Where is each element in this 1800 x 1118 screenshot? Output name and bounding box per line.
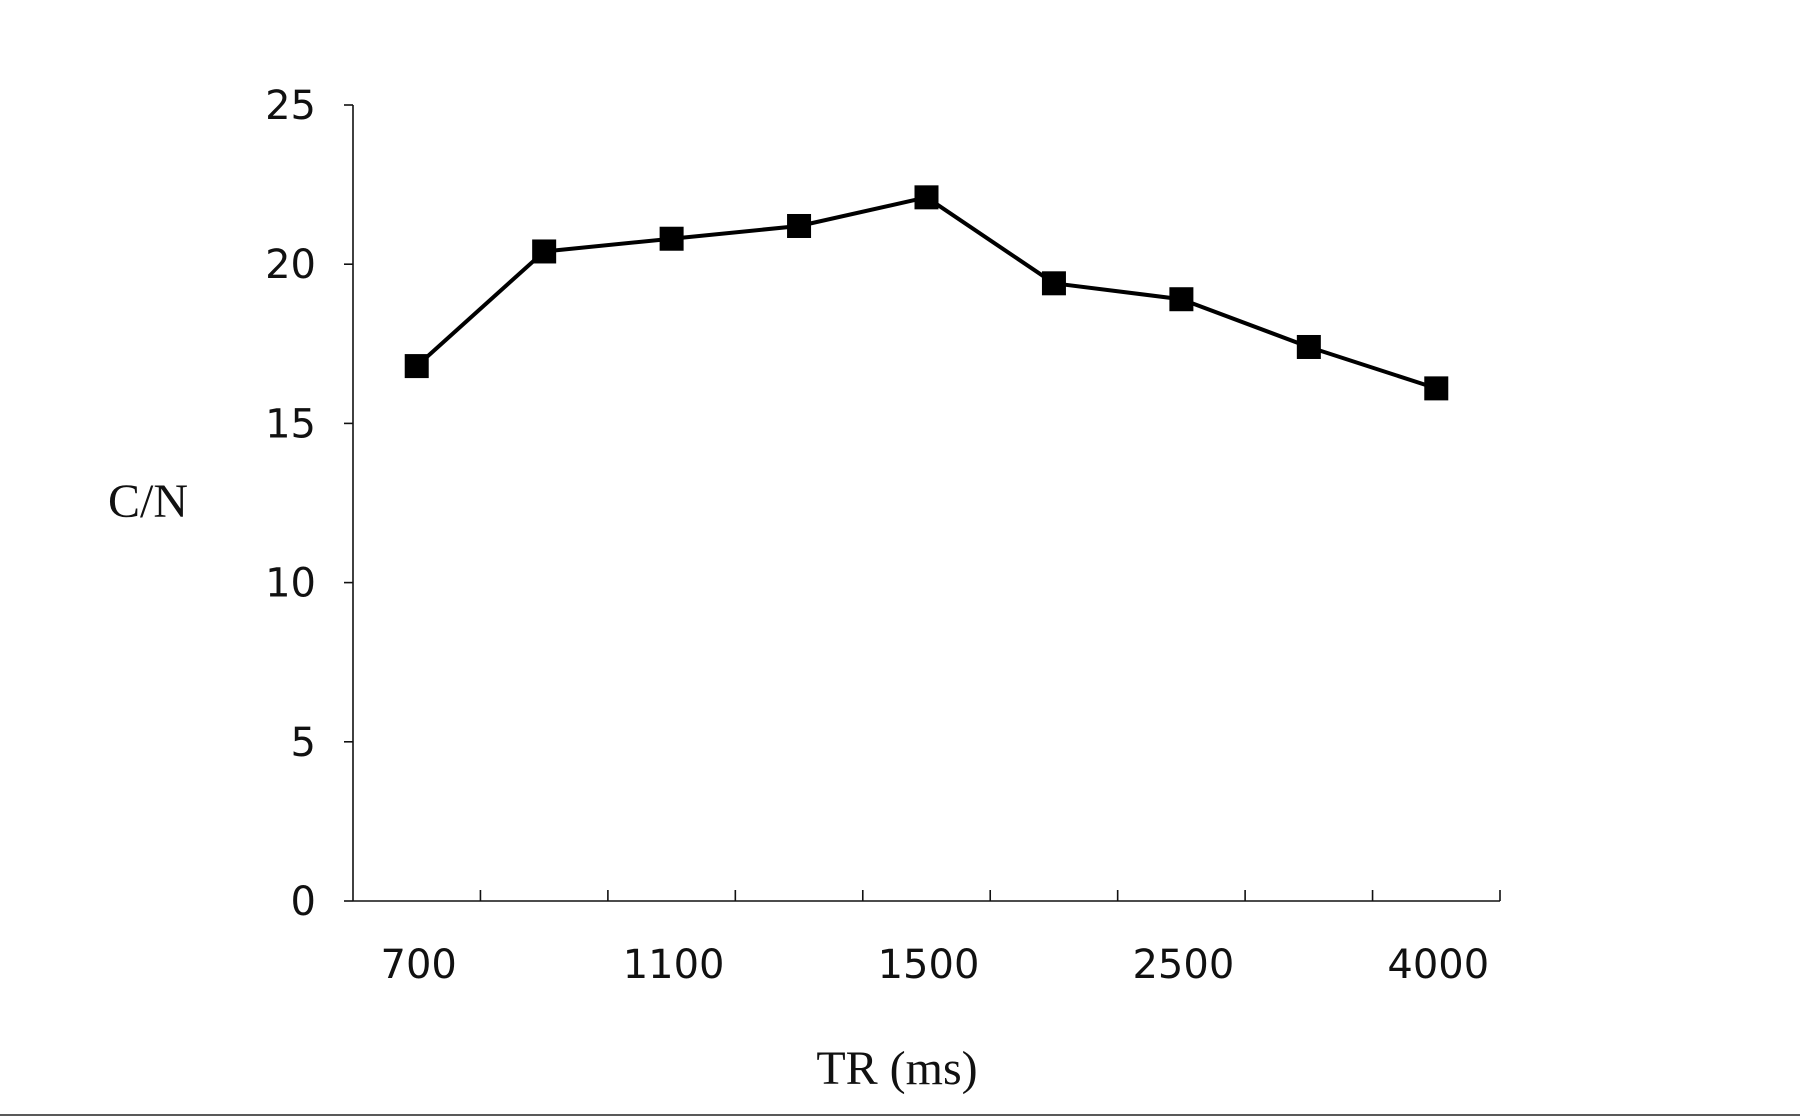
x-tick-label: 700: [381, 942, 457, 988]
data-point-marker: [532, 239, 557, 264]
data-point-marker: [1041, 271, 1066, 296]
x-tick-label: 1500: [878, 942, 980, 988]
y-ticks: 0 5 10 15 20 25: [265, 83, 353, 925]
x-tick-label: 4000: [1387, 942, 1489, 988]
data-point-marker: [1424, 376, 1449, 401]
y-axis-title: C/N: [108, 475, 188, 528]
data-point-marker: [787, 213, 812, 238]
x-axis-title: TR (ms): [816, 1042, 977, 1095]
y-tick-label: 5: [291, 720, 316, 766]
axes: [352, 105, 1500, 902]
x-tick-label: 1100: [623, 942, 725, 988]
y-tick-label: 15: [265, 401, 316, 447]
y-tick-label: 0: [291, 879, 316, 925]
data-point-marker: [914, 185, 939, 210]
data-point-marker: [1296, 334, 1321, 359]
x-ticks: 700 1100 1500 2500 4000: [381, 890, 1501, 988]
series-line: [415, 195, 1437, 391]
data-point-marker: [404, 354, 429, 379]
data-point-marker: [659, 226, 684, 251]
y-tick-label: 25: [265, 83, 316, 129]
data-point-marker: [1169, 287, 1194, 312]
x-tick-label: 2500: [1132, 942, 1234, 988]
y-tick-label: 20: [265, 242, 316, 288]
y-tick-label: 10: [265, 561, 316, 607]
series-group: [404, 185, 1449, 401]
